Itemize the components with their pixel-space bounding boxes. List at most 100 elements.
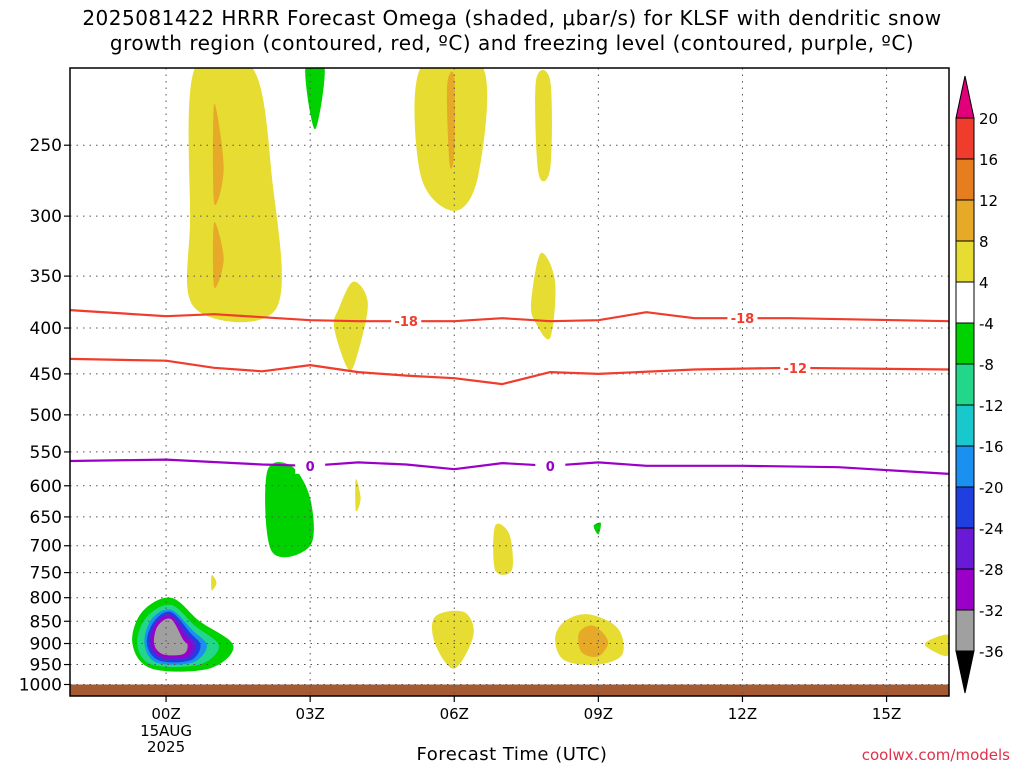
contour-line-1 bbox=[70, 357, 949, 386]
contour-label-bg bbox=[727, 310, 758, 327]
omega-region-11 bbox=[265, 462, 314, 558]
y-tick-label: 500 bbox=[30, 406, 62, 426]
colorbar-swatch bbox=[955, 158, 975, 201]
omega-region-2 bbox=[212, 222, 224, 289]
y-tick-label: 600 bbox=[30, 477, 62, 497]
contour-label: -18 bbox=[394, 315, 418, 330]
colorbar-label: 4 bbox=[979, 274, 989, 292]
omega-region-16 bbox=[593, 522, 601, 535]
temperature-contours: -18 -18 -12 0 0 bbox=[70, 309, 949, 475]
omega-region-26 bbox=[431, 610, 474, 669]
contour-line-2 bbox=[70, 458, 949, 475]
y-tick-label: 300 bbox=[30, 207, 62, 227]
contour-label-bg bbox=[535, 457, 566, 474]
omega-region-27 bbox=[497, 645, 503, 657]
colorbar-swatch bbox=[955, 486, 975, 529]
omega-region-30 bbox=[732, 668, 812, 674]
y-tick-label: 1000 bbox=[19, 676, 62, 696]
colorbar-swatch bbox=[955, 240, 975, 283]
colorbar-swatch bbox=[955, 117, 975, 160]
colorbar-swatch bbox=[955, 281, 975, 324]
omega-region-0 bbox=[186, 68, 282, 323]
x-tick-label: 09Z bbox=[584, 705, 613, 723]
y-tick-label: 650 bbox=[30, 508, 62, 528]
colorbar: -36 -32 -28 -24 -20 -16 -12 -8 -4 4 8 12 16 20 bbox=[955, 75, 1004, 694]
colorbar-swatch bbox=[955, 363, 975, 406]
colorbar-swatch bbox=[955, 199, 975, 242]
omega-region-9 bbox=[530, 252, 556, 340]
contour-label: -18 bbox=[731, 312, 755, 327]
y-tick-label: 700 bbox=[30, 537, 62, 557]
omega-region-6 bbox=[446, 71, 456, 169]
y-tick-label: 900 bbox=[30, 635, 62, 655]
contour-label: 0 bbox=[546, 460, 555, 475]
omega-region-17 bbox=[941, 572, 949, 594]
colorbar-swatch bbox=[955, 322, 975, 365]
grid-lines bbox=[70, 68, 949, 696]
omega-region-31 bbox=[924, 634, 949, 657]
plot-frame bbox=[69, 67, 950, 697]
omega-region-15 bbox=[559, 485, 613, 555]
y-tick-label: 800 bbox=[30, 589, 62, 609]
x-tick-label: 00Z bbox=[151, 705, 180, 723]
omega-region-29 bbox=[578, 625, 609, 657]
colorbar-label: -28 bbox=[979, 561, 1004, 579]
colorbar-label: 16 bbox=[979, 151, 998, 169]
omega-region-25 bbox=[153, 618, 188, 656]
colorbar-label: -32 bbox=[979, 602, 1004, 620]
colorbar-swatch bbox=[955, 568, 975, 611]
colorbar-cap-bottom bbox=[955, 650, 975, 694]
contour-label: -12 bbox=[784, 362, 808, 377]
y-tick-label: 450 bbox=[30, 365, 62, 385]
colorbar-label: -24 bbox=[979, 520, 1004, 538]
y-tick-label: 400 bbox=[30, 319, 62, 339]
y-tick-label: 950 bbox=[30, 656, 62, 676]
colorbar-swatch bbox=[955, 609, 975, 652]
y-tick-label: 250 bbox=[30, 136, 62, 156]
contour-label: 0 bbox=[306, 460, 315, 475]
y-tick-label: 550 bbox=[30, 443, 62, 463]
x-tick-label: 03Z bbox=[295, 705, 324, 723]
x-tick-sublabel: 15AUG bbox=[140, 722, 192, 740]
terrain-band bbox=[70, 684, 949, 696]
omega-region-12 bbox=[355, 479, 361, 512]
chart-title: 2025081422 HRRR Forecast Omega (shaded, … bbox=[82, 6, 942, 55]
colorbar-label: 8 bbox=[979, 233, 989, 251]
colorbar-label: 20 bbox=[979, 110, 998, 128]
omega-region-8 bbox=[333, 281, 368, 371]
colorbar-swatch bbox=[955, 404, 975, 447]
omega-shading bbox=[112, 68, 949, 678]
x-tick-label: 06Z bbox=[440, 705, 469, 723]
colorbar-label: -12 bbox=[979, 397, 1004, 415]
contour-label-bg bbox=[295, 457, 326, 474]
colorbar-swatch bbox=[955, 445, 975, 488]
colorbar-label: 12 bbox=[979, 192, 998, 210]
contour-line-0 bbox=[70, 309, 949, 323]
y-tick-label: 750 bbox=[30, 564, 62, 584]
x-tick-sublabel: 2025 bbox=[147, 738, 185, 756]
colorbar-label: -4 bbox=[979, 315, 994, 333]
colorbar-cap-top bbox=[955, 75, 975, 119]
omega-region-4 bbox=[305, 68, 325, 130]
colorbar-label: -20 bbox=[979, 479, 1004, 497]
x-tick-label: 15Z bbox=[872, 705, 901, 723]
colorbar-label: -8 bbox=[979, 356, 994, 374]
y-tick-label: 350 bbox=[30, 267, 62, 287]
omega-region-7 bbox=[535, 69, 552, 182]
terrain-fill bbox=[70, 684, 949, 696]
contour-label-bg bbox=[780, 359, 811, 376]
site-credit: coolwx.com/models bbox=[861, 746, 1010, 764]
y-axis-ticks: 250 300 350 400 450 500 550 600 650 700 750 800 850 9… bbox=[19, 136, 70, 696]
omega-region-1 bbox=[212, 103, 224, 206]
colorbar-swatch bbox=[955, 527, 975, 570]
x-tick-label: 12Z bbox=[728, 705, 757, 723]
colorbar-label: -16 bbox=[979, 438, 1004, 456]
omega-region-14 bbox=[493, 523, 513, 575]
contour-label-bg bbox=[391, 313, 422, 330]
y-tick-label: 850 bbox=[30, 612, 62, 632]
x-axis-label: Forecast Time (UTC) bbox=[416, 744, 608, 765]
omega-region-3 bbox=[285, 68, 360, 193]
omega-region-13 bbox=[211, 575, 217, 591]
